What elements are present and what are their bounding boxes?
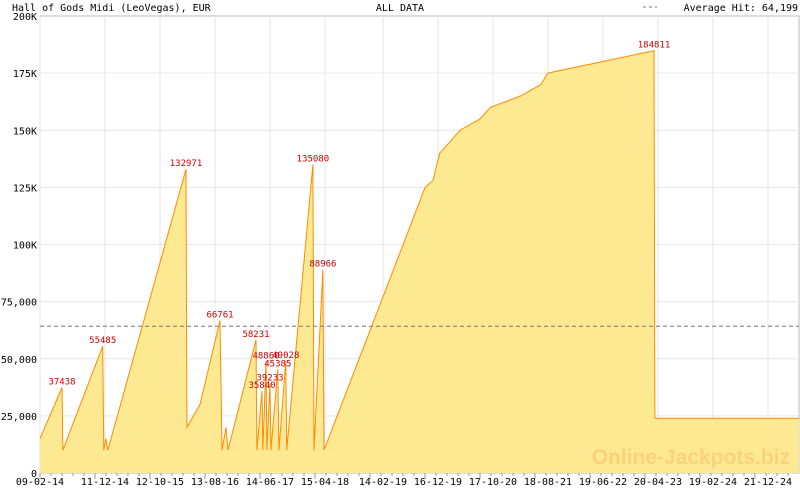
y-tick-label: 25,000 (1, 412, 37, 423)
y-tick-label: 0 (31, 469, 37, 480)
peak-label: 39233 (256, 373, 283, 383)
y-tick-label: 75,000 (1, 298, 37, 309)
peak-label: 49028 (272, 351, 299, 361)
average-legend: Average Hit: 64,199 (684, 3, 798, 14)
watermark: Online-Jackpots.biz (592, 446, 790, 469)
chart-subtitle: ALL DATA (376, 3, 424, 14)
x-tick-label: 11-12-14 (81, 477, 129, 488)
x-tick-label: 19-02-24 (689, 477, 737, 488)
y-tick-label: 200K (13, 12, 37, 23)
x-tick-label: 19-06-22 (579, 477, 627, 488)
peak-label: 45385 (264, 359, 291, 369)
series-line (39, 50, 800, 451)
peak-label: 58231 (242, 330, 269, 340)
peak-label: 55485 (89, 336, 116, 346)
x-tick-label: 12-10-15 (136, 477, 184, 488)
peak-label: 88966 (309, 260, 336, 270)
y-tick-label: 125K (13, 183, 37, 194)
peak-label: 132971 (170, 159, 203, 169)
peak-label: 37438 (48, 377, 75, 387)
x-tick-label: 18-08-21 (524, 477, 572, 488)
x-tick-label: 16-12-19 (414, 477, 462, 488)
area-fill (40, 50, 800, 473)
y-tick-label: 100K (13, 241, 37, 252)
x-tick-label: 15-04-18 (301, 477, 349, 488)
y-tick-label: 150K (13, 126, 37, 137)
chart-title: Hall of Gods Midi (LeoVegas), EUR (12, 3, 212, 14)
x-tick-label: 14-06-17 (246, 477, 294, 488)
peak-label: 66761 (206, 310, 233, 320)
peak-label: 48860 (252, 351, 279, 361)
x-tick-label: 14-02-19 (359, 477, 407, 488)
y-tick-label: 50,000 (1, 355, 37, 366)
x-tick-label: 21-12-24 (744, 477, 792, 488)
x-tick-label: 09-02-14 (16, 477, 64, 488)
x-tick-label: 20-04-23 (634, 477, 682, 488)
peak-label: 135080 (297, 154, 330, 164)
x-tick-label: 13-08-16 (191, 477, 239, 488)
x-tick-label: 17-10-20 (469, 477, 517, 488)
y-tick-label: 175K (13, 69, 37, 80)
peak-label: 35840 (248, 381, 275, 391)
peak-label: 184811 (638, 41, 671, 51)
